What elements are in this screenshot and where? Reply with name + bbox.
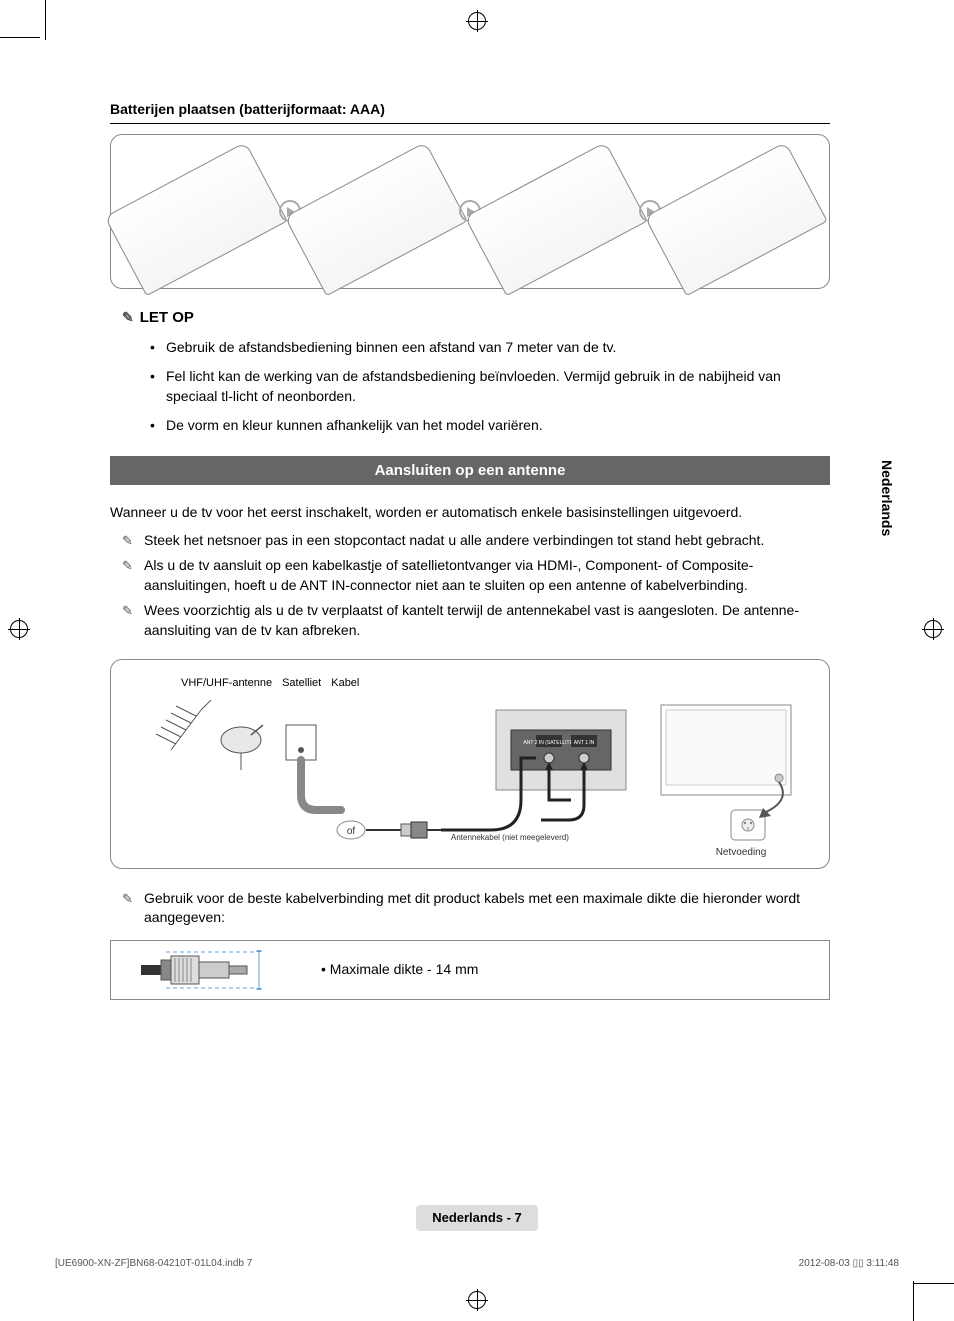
antenna-note: Wees voorzichtig als u de tv verplaatst … <box>122 601 830 640</box>
let-op-block: ✎ LET OP Gebruik de afstandsbediening bin… <box>122 307 830 436</box>
cable-connector-svg <box>141 950 291 990</box>
let-op-bullets: Gebruik de afstandsbediening binnen een … <box>122 338 830 436</box>
note-icon: ✎ <box>122 309 134 325</box>
crop-mark <box>914 1283 954 1284</box>
crop-mark <box>913 1281 914 1321</box>
label-vhf-uhf: VHF/UHF-antenne <box>181 676 272 691</box>
cable-max-thickness: Maximale dikte - 14 mm <box>321 960 478 980</box>
page-number: Nederlands - 7 <box>416 1205 538 1231</box>
registration-mark-icon <box>924 620 942 638</box>
let-op-bullet: De vorm en kleur kunnen afhankelijk van … <box>150 416 830 436</box>
battery-panel-2 <box>301 144 459 279</box>
section-title-batteries: Batterijen plaatsen (batterijformaat: AA… <box>110 100 830 124</box>
antenna-note: Steek het netsnoer pas in een stopcontac… <box>122 531 830 551</box>
let-op-bullet: Fel licht kan de werking van de afstands… <box>150 367 830 406</box>
label-antenna-cable: Antennekabel (niet meegeleverd) <box>451 833 569 842</box>
label-ant1-in: ANT 1 IN <box>574 740 595 746</box>
label-ant2-in: ANT 2 IN (SATELLITE) <box>523 740 575 746</box>
antenna-intro: Wanneer u de tv voor het eerst inschakel… <box>110 503 830 523</box>
antenna-notes: Steek het netsnoer pas in een stopcontac… <box>122 531 830 641</box>
footer-filename: [UE6900-XN-ZF]BN68-04210T-01L04.indb 7 <box>55 1257 252 1271</box>
antenna-figure-labels: VHF/UHF-antenne Satelliet Kabel <box>181 676 799 691</box>
battery-panel-3 <box>481 144 639 279</box>
page-content: Batterijen plaatsen (batterijformaat: AA… <box>110 100 830 1000</box>
let-op-heading: ✎ LET OP <box>122 307 830 328</box>
crop-mark <box>0 37 40 38</box>
battery-install-figure <box>110 134 830 289</box>
antenna-diagram-svg: of Antennekabel (niet meegeleverd) ANT 2… <box>141 700 801 860</box>
footer-timestamp: 2012-08-03 ▯▯ 3:11:48 <box>799 1257 899 1271</box>
antenna-note: Als u de tv aansluit op een kabelkastje … <box>122 556 830 595</box>
registration-mark-icon <box>468 12 486 30</box>
battery-panel-1 <box>121 144 279 279</box>
label-satellite: Satelliet <box>282 676 321 691</box>
print-footer: [UE6900-XN-ZF]BN68-04210T-01L04.indb 7 2… <box>55 1257 899 1271</box>
let-op-bullet: Gebruik de afstandsbediening binnen een … <box>150 338 830 358</box>
label-cable: Kabel <box>331 676 359 691</box>
section-header-antenna: Aansluiten op een antenne <box>110 456 830 485</box>
label-of: of <box>347 826 356 837</box>
crop-mark <box>45 0 46 40</box>
let-op-text: LET OP <box>140 309 194 326</box>
cable-note-text: Gebruik voor de beste kabelverbinding me… <box>122 889 830 928</box>
cable-note: Gebruik voor de beste kabelverbinding me… <box>122 889 830 928</box>
page-number-box: Nederlands - 7 <box>0 1205 954 1231</box>
language-side-tab: Nederlands <box>876 460 896 536</box>
battery-panel-4 <box>661 144 819 279</box>
antenna-connection-figure: VHF/UHF-antenne Satelliet Kabel <box>110 659 830 869</box>
registration-mark-icon <box>468 1291 486 1309</box>
cable-thickness-figure: Maximale dikte - 14 mm <box>110 940 830 1000</box>
registration-mark-icon <box>10 620 28 638</box>
label-power: Netvoeding <box>716 847 767 858</box>
